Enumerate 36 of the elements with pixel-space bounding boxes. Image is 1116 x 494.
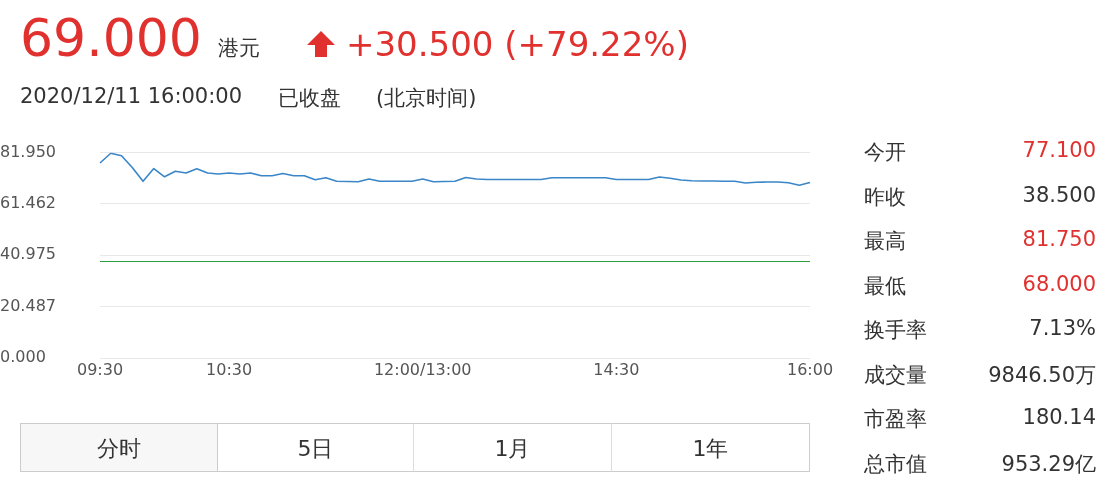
text: 953.29亿: [1001, 450, 1096, 478]
text: 最高: [864, 228, 906, 255]
text: 38.500: [1022, 182, 1096, 207]
text: 68.000: [1022, 271, 1096, 296]
x-tick-label: 16:00: [786, 359, 834, 379]
text: 77.100: [1022, 138, 1096, 162]
text: 180.14: [1022, 405, 1096, 429]
text: 换手率: [864, 317, 927, 344]
text: 69.000: [20, 8, 202, 68]
text: 9846.50万: [988, 361, 1096, 389]
text: 港元: [218, 35, 260, 62]
text: +30.500 (+79.22%): [346, 23, 689, 66]
text: 成交量: [864, 361, 927, 389]
y-tick-label: 81.950: [0, 141, 56, 161]
text: 1年: [612, 423, 810, 472]
text: 5日: [218, 423, 414, 472]
text: 总市值: [864, 450, 927, 478]
y-tick-label: 20.487: [0, 295, 56, 315]
text: 昨收: [864, 183, 906, 211]
x-tick-label: 10:30: [206, 359, 253, 379]
text: 7.13%: [1029, 316, 1096, 340]
text: 今开: [864, 139, 906, 166]
text: 1月: [414, 423, 612, 472]
text: 已收盘: [278, 85, 341, 112]
text: 最低: [864, 272, 906, 300]
text: 市盈率: [864, 406, 927, 433]
y-tick-label: 61.462: [0, 193, 56, 213]
x-tick-label: 09:30: [76, 359, 124, 379]
x-tick-label: 12:00/13:00: [373, 359, 472, 379]
x-tick-label: 14:30: [593, 359, 640, 379]
text: 2020/12/11 16:00:00: [20, 84, 243, 108]
text: (北京时间): [376, 85, 477, 112]
y-tick-label: 0.000: [0, 347, 46, 367]
y-tick-label: 40.975: [0, 244, 56, 264]
text: 分时: [20, 423, 218, 472]
text: 81.750: [1022, 227, 1096, 251]
